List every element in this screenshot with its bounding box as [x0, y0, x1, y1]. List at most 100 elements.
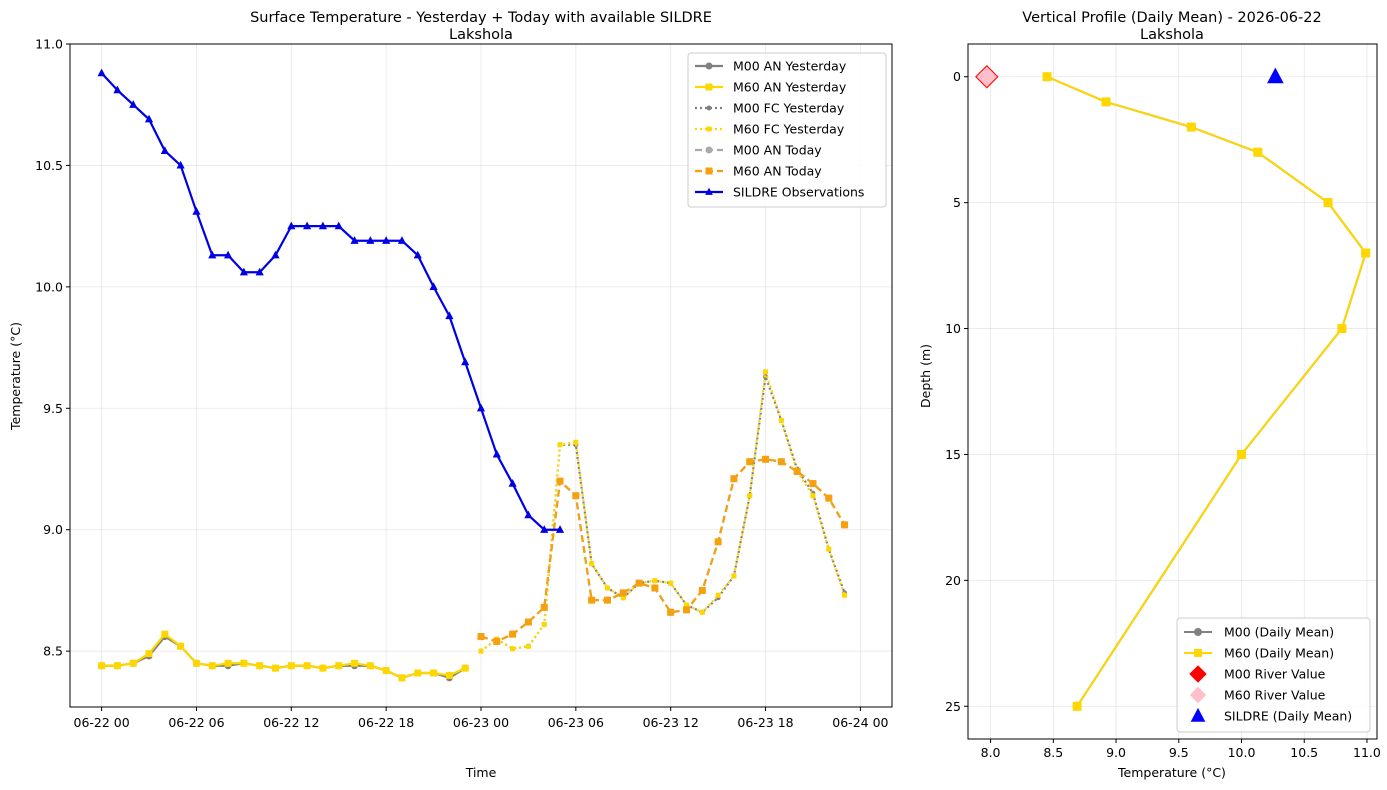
legend-label: M00 FC Yesterday — [733, 101, 845, 116]
x-axis-label: Temperature (°C) — [1117, 765, 1226, 780]
data-point — [461, 664, 469, 672]
x-tick-label: 06-23 00 — [453, 715, 509, 730]
chart-title: Vertical Profile (Daily Mean) - 2026-06-… — [1022, 10, 1321, 26]
y-tick-label: 10.5 — [35, 158, 63, 173]
data-point — [445, 311, 454, 320]
data-point — [1186, 122, 1196, 132]
surface-temperature-chart: Surface Temperature - Yesterday + Today … — [8, 10, 893, 780]
data-point — [303, 662, 311, 670]
series-line — [1046, 75, 1367, 707]
data-point — [1323, 198, 1333, 208]
y-tick-label: 15 — [945, 447, 961, 462]
data-point — [240, 659, 248, 667]
data-point — [129, 659, 137, 667]
vertical-profile-chart: Vertical Profile (Daily Mean) - 2026-06-… — [918, 10, 1381, 780]
x-tick-label: 8.5 — [1043, 745, 1063, 760]
legend-swatch-marker — [1190, 707, 1206, 722]
legend-entry: M00 (Daily Mean) — [1184, 625, 1334, 640]
data-point — [556, 477, 564, 485]
x-tick-label: 10.5 — [1290, 745, 1318, 760]
y-tick-label: 20 — [945, 573, 961, 588]
data-point — [810, 493, 816, 499]
y-tick-label: 10 — [945, 321, 961, 336]
x-tick-label: 8.0 — [981, 745, 1001, 760]
data-point — [525, 643, 531, 649]
data-point — [398, 674, 406, 682]
data-point — [524, 618, 532, 626]
data-point — [510, 646, 516, 652]
legend-swatch-marker — [705, 146, 713, 154]
y-tick-label: 5 — [953, 195, 961, 210]
x-tick-label: 06-24 00 — [832, 715, 888, 730]
data-point — [366, 236, 375, 244]
data-point — [97, 68, 106, 77]
y-tick-label: 9.0 — [43, 522, 63, 537]
data-point — [256, 662, 264, 670]
data-point — [762, 455, 770, 463]
legend-entry: M60 (Daily Mean) — [1184, 646, 1334, 661]
data-point — [319, 664, 327, 672]
series-m60-daily-mean — [1042, 72, 1371, 711]
x-tick-label: 9.5 — [1169, 745, 1189, 760]
series-m60-fc-yesterday — [478, 369, 848, 654]
legend-label: M00 AN Yesterday — [733, 59, 847, 74]
data-point — [588, 596, 596, 604]
legend-swatch-marker — [1194, 628, 1202, 636]
x-tick-label: 06-22 12 — [263, 715, 319, 730]
series-line — [480, 458, 846, 643]
legend-swatch-marker — [705, 83, 713, 91]
series-line — [480, 375, 846, 653]
data-point — [1237, 449, 1247, 459]
data-point — [160, 146, 169, 154]
data-point — [239, 267, 248, 276]
data-point — [224, 659, 232, 667]
legend-swatch-marker — [705, 62, 713, 70]
series-line — [480, 370, 846, 653]
data-point — [445, 671, 453, 679]
data-point — [144, 114, 154, 123]
data-point — [698, 586, 706, 594]
legend-entry: M00 AN Today — [695, 143, 822, 158]
x-tick-label: 9.0 — [1106, 745, 1126, 760]
x-tick-label: 06-23 18 — [737, 715, 793, 730]
data-point — [826, 546, 832, 552]
series-m60-an-yesterday — [98, 630, 469, 682]
legend-swatch-marker — [1194, 649, 1202, 657]
x-tick-label: 06-22 06 — [168, 715, 224, 730]
data-point — [477, 633, 485, 641]
data-point — [287, 221, 296, 230]
data-point — [271, 250, 280, 259]
chart-subtitle: Lakshola — [449, 27, 513, 43]
data-point — [1101, 97, 1111, 107]
data-point — [589, 561, 595, 567]
series-line — [101, 633, 466, 679]
data-point — [113, 662, 121, 670]
data-point — [508, 478, 517, 487]
data-point — [145, 650, 153, 658]
legend-label: SILDRE Observations — [733, 185, 864, 200]
legend-label: M00 AN Today — [733, 143, 822, 158]
series-m00-daily-mean — [1042, 72, 1371, 711]
data-point — [129, 100, 138, 108]
data-point — [1072, 701, 1082, 711]
data-point — [557, 442, 563, 448]
data-point — [192, 206, 201, 215]
data-point — [809, 480, 817, 488]
data-point — [842, 592, 848, 598]
data-point — [177, 642, 185, 650]
data-point — [668, 580, 674, 586]
legend-swatch-marker — [1189, 686, 1207, 704]
data-point — [714, 538, 722, 546]
data-point — [429, 282, 438, 290]
data-point — [652, 578, 658, 584]
legend-label: M60 FC Yesterday — [733, 122, 845, 137]
m60-river-value-point — [976, 66, 998, 87]
data-point — [176, 160, 185, 169]
data-point — [1253, 147, 1263, 157]
data-point — [1337, 324, 1347, 334]
series-line — [101, 635, 466, 679]
data-point — [651, 584, 659, 592]
chart-subtitle: Lakshola — [1140, 27, 1204, 43]
series-line — [480, 458, 846, 643]
